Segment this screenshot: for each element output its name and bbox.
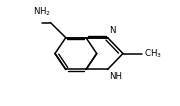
Text: NH$_2$: NH$_2$ [33, 6, 51, 18]
Text: CH$_3$: CH$_3$ [144, 47, 162, 60]
Text: NH: NH [109, 73, 122, 82]
Text: N: N [109, 26, 115, 35]
